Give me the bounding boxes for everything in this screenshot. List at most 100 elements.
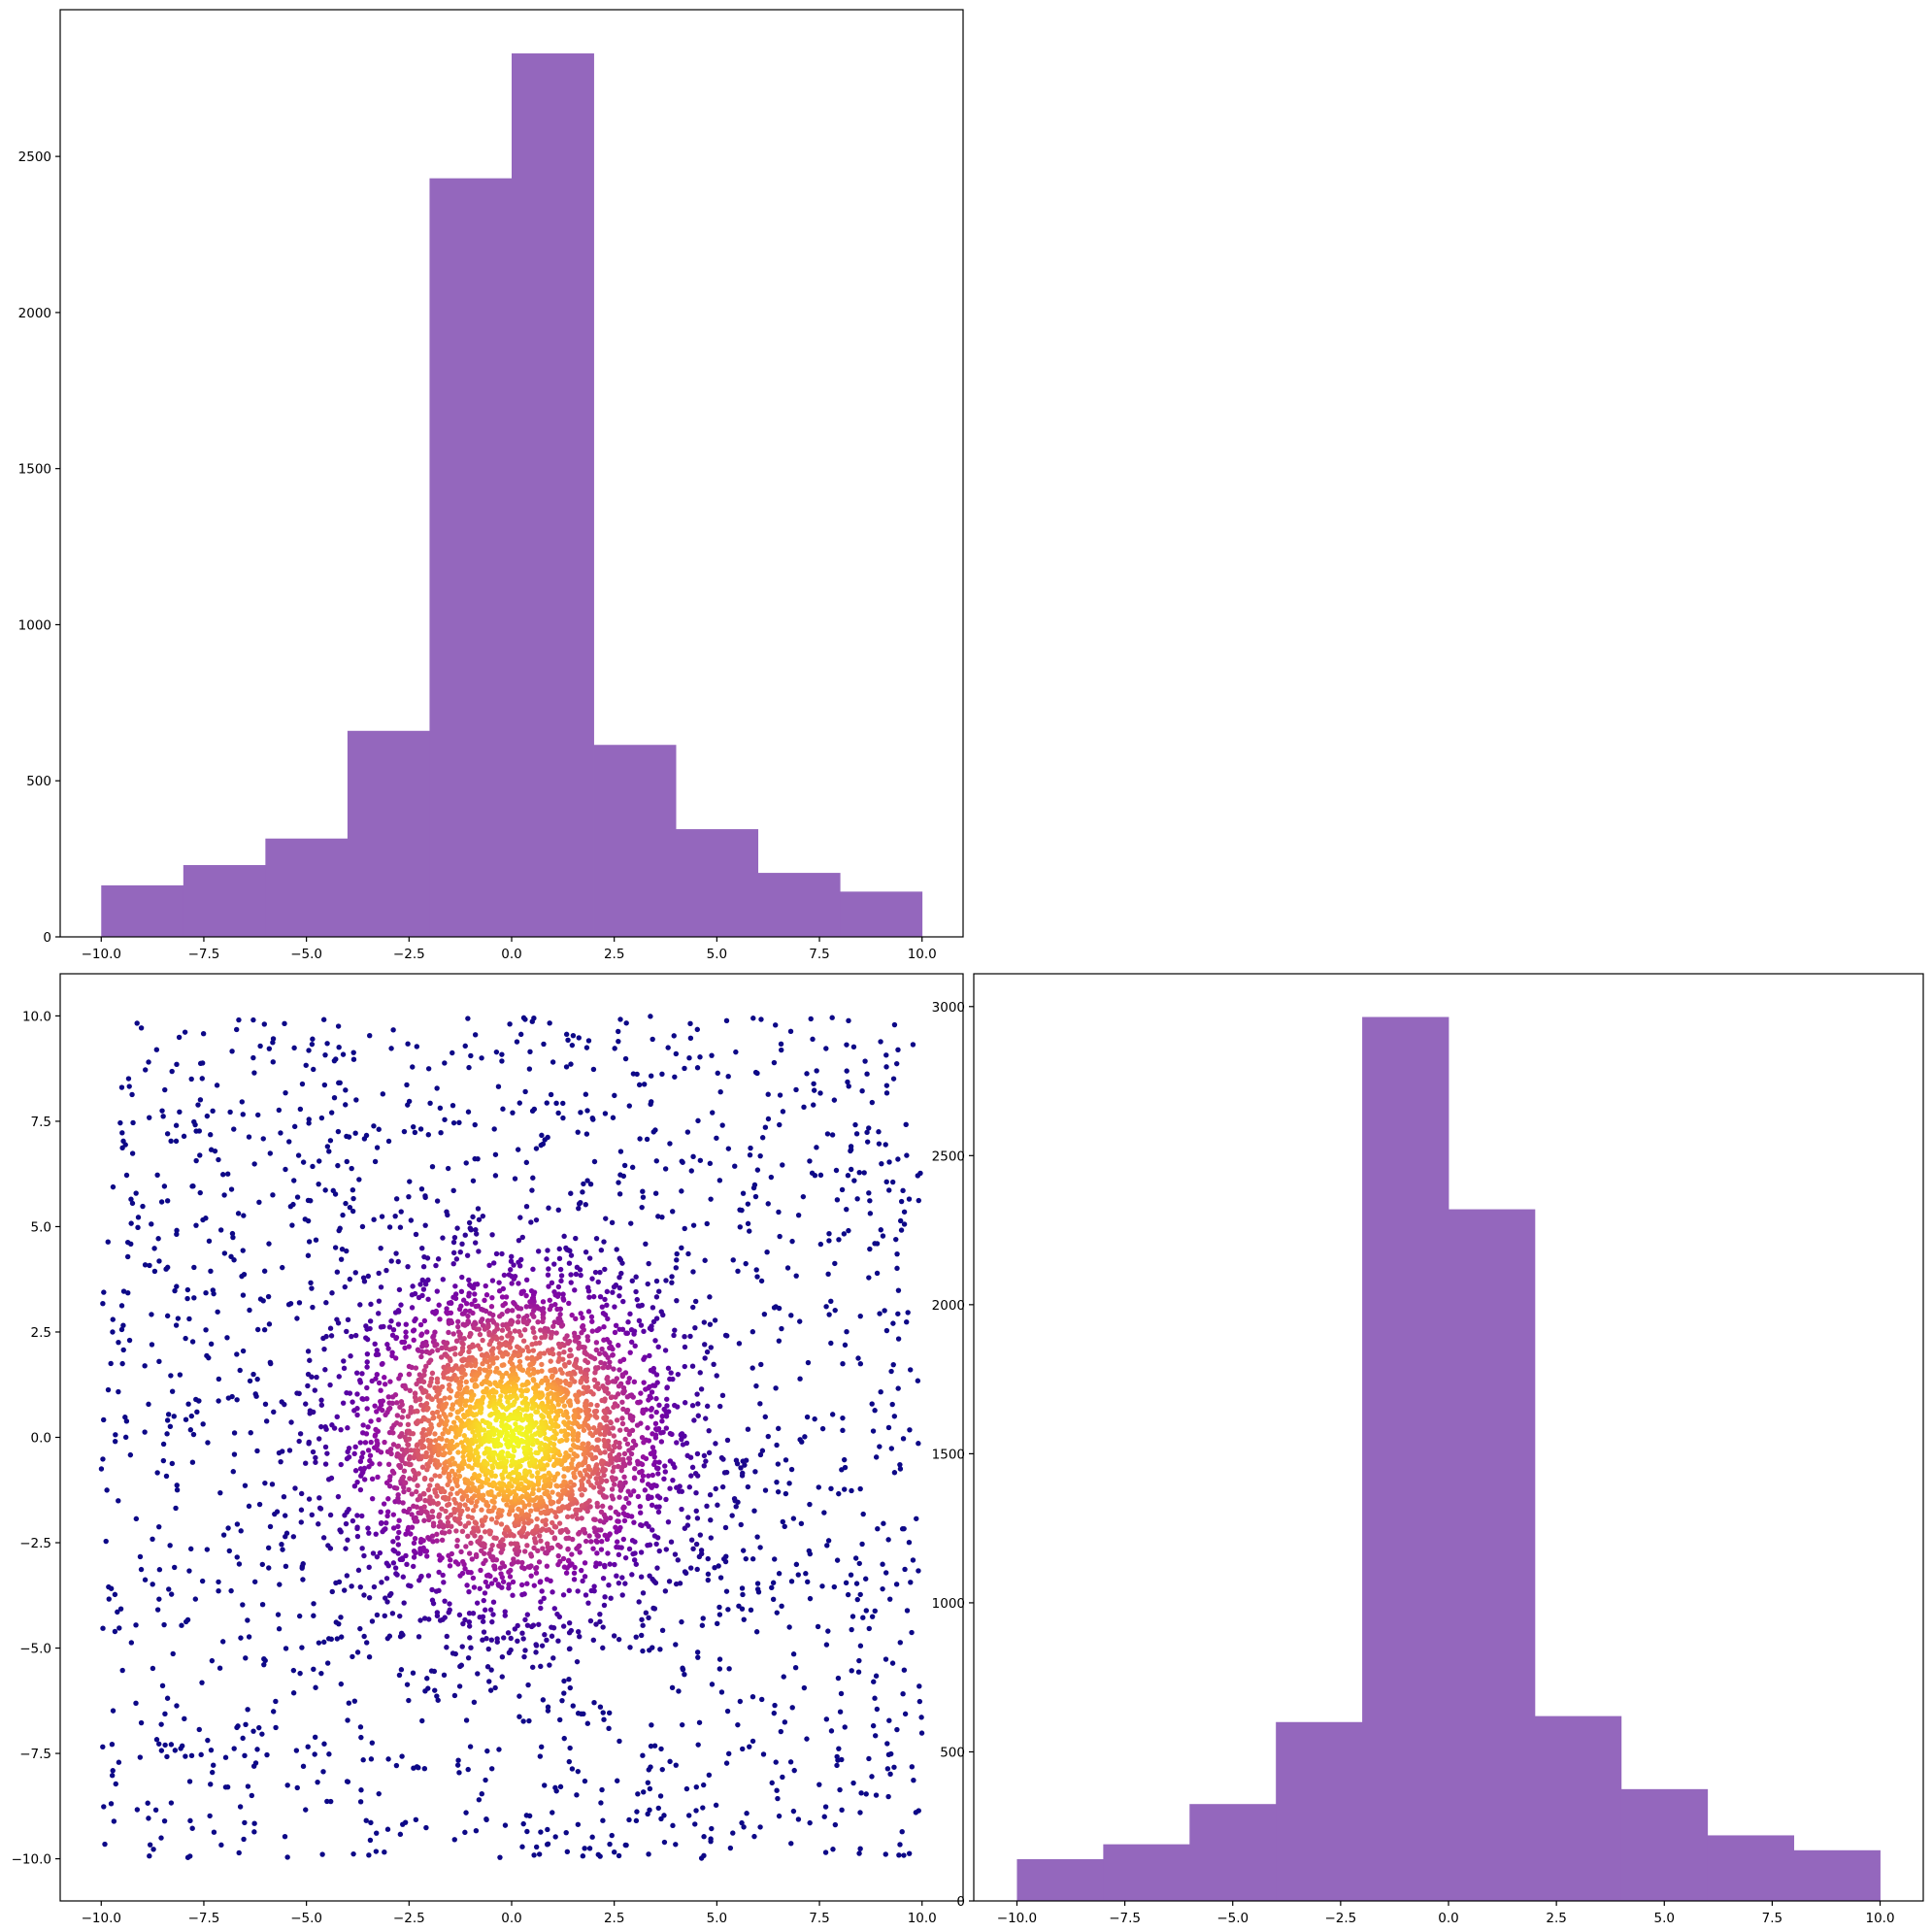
scatter-point	[704, 1220, 710, 1227]
scatter-point	[593, 1476, 599, 1482]
scatter-point	[622, 1842, 628, 1849]
scatter-point	[640, 1188, 646, 1194]
scatter-point	[200, 1031, 207, 1037]
scatter-point	[740, 1548, 747, 1553]
scatter-point	[716, 1612, 723, 1617]
scatter-point	[138, 1025, 145, 1031]
scatter-point	[640, 1752, 646, 1758]
scatter-point	[473, 1377, 479, 1382]
scatter-point	[441, 1374, 447, 1381]
scatter-point	[293, 1748, 300, 1753]
scatter-point	[520, 1338, 527, 1344]
scatter-point	[158, 1199, 165, 1205]
scatter-point	[787, 1759, 794, 1765]
scatter-point	[648, 1073, 654, 1079]
scatter-point	[894, 1726, 900, 1733]
scatter-point	[575, 1711, 582, 1716]
scatter-point	[181, 1133, 187, 1140]
scatter-point	[216, 1398, 221, 1404]
scatter-point	[396, 1672, 403, 1679]
scatter-point	[551, 1461, 558, 1467]
scatter-point	[345, 1537, 350, 1543]
scatter-point	[469, 1515, 475, 1520]
scatter-point	[553, 1514, 559, 1519]
scatter-point	[473, 1827, 480, 1834]
scatter-point	[327, 1382, 333, 1388]
scatter-point	[863, 1576, 869, 1582]
scatter-point	[460, 1558, 466, 1565]
scatter-point	[524, 1425, 530, 1431]
scatter-point	[611, 1464, 617, 1470]
scatter-point	[878, 1388, 883, 1395]
scatter-point	[150, 1665, 156, 1672]
scatter-point	[837, 1709, 844, 1715]
scatter-point	[386, 1482, 393, 1489]
scatter-point	[550, 1453, 556, 1460]
scatter-point	[591, 1158, 598, 1165]
scatter-point	[570, 1456, 576, 1463]
scatter-point	[556, 1438, 563, 1445]
scatter-point	[465, 1520, 472, 1526]
scatter-point	[507, 1345, 514, 1350]
scatter-point	[393, 1196, 400, 1202]
scatter-point	[417, 1617, 423, 1623]
scatter-point	[528, 1219, 534, 1225]
scatter-point	[328, 1636, 334, 1643]
scatter-point	[401, 1600, 407, 1606]
scatter-point	[369, 1618, 376, 1624]
scatter-point	[628, 1326, 635, 1333]
scatter-point	[410, 1064, 416, 1070]
scatter-point	[555, 1283, 562, 1290]
scatter-point	[216, 1156, 221, 1163]
scatter-point	[544, 1577, 550, 1582]
scatter-point	[883, 1327, 890, 1334]
scatter-point	[856, 1169, 862, 1176]
scatter-point	[442, 1116, 448, 1122]
scatter-point	[425, 1573, 432, 1579]
scatter-point	[492, 1684, 498, 1691]
scatter-point	[553, 1482, 559, 1488]
scatter-point	[338, 1256, 345, 1262]
scatter-point	[696, 1719, 703, 1725]
scatter-point	[379, 1402, 384, 1408]
scatter-point	[901, 1221, 908, 1227]
scatter-point	[578, 1311, 583, 1316]
scatter-point	[516, 1358, 523, 1365]
scatter-point	[550, 1395, 557, 1401]
scatter-point	[408, 1217, 415, 1223]
scatter-point	[583, 1131, 590, 1137]
scatter-point	[545, 1248, 550, 1253]
scatter-point	[149, 1342, 155, 1348]
scatter-point	[558, 1323, 565, 1329]
scatter-point	[313, 1454, 318, 1461]
scatter-point	[397, 1831, 404, 1838]
scatter-point	[839, 1186, 846, 1193]
scatter-point	[648, 1014, 653, 1019]
scatter-point	[497, 1854, 503, 1860]
scatter-point	[524, 1622, 531, 1628]
scatter-point	[439, 1345, 445, 1351]
scatter-point	[225, 1525, 231, 1531]
scatter-point	[690, 1546, 696, 1552]
scatter-point	[405, 1442, 412, 1448]
scatter-point	[499, 1058, 505, 1064]
scatter-point	[419, 1245, 425, 1251]
scatter-point	[835, 1675, 842, 1682]
scatter-point	[399, 1447, 406, 1452]
scatter-point	[573, 1271, 580, 1278]
scatter-point	[870, 1722, 877, 1729]
scatter-point	[420, 1444, 427, 1450]
scatter-point	[127, 1451, 134, 1458]
scatter-point	[125, 1289, 131, 1296]
scatter-point	[640, 1590, 647, 1596]
scatter-point	[174, 1486, 181, 1493]
scatter-point	[604, 1288, 611, 1295]
scatter-point	[236, 1849, 242, 1856]
scatter-point	[297, 1670, 303, 1677]
scatter-point	[554, 1471, 561, 1477]
scatter-point	[873, 1673, 880, 1679]
scatter-point	[777, 1092, 783, 1098]
scatter-point	[234, 1554, 240, 1560]
scatter-point	[716, 1403, 723, 1410]
scatter-point	[377, 1549, 383, 1556]
